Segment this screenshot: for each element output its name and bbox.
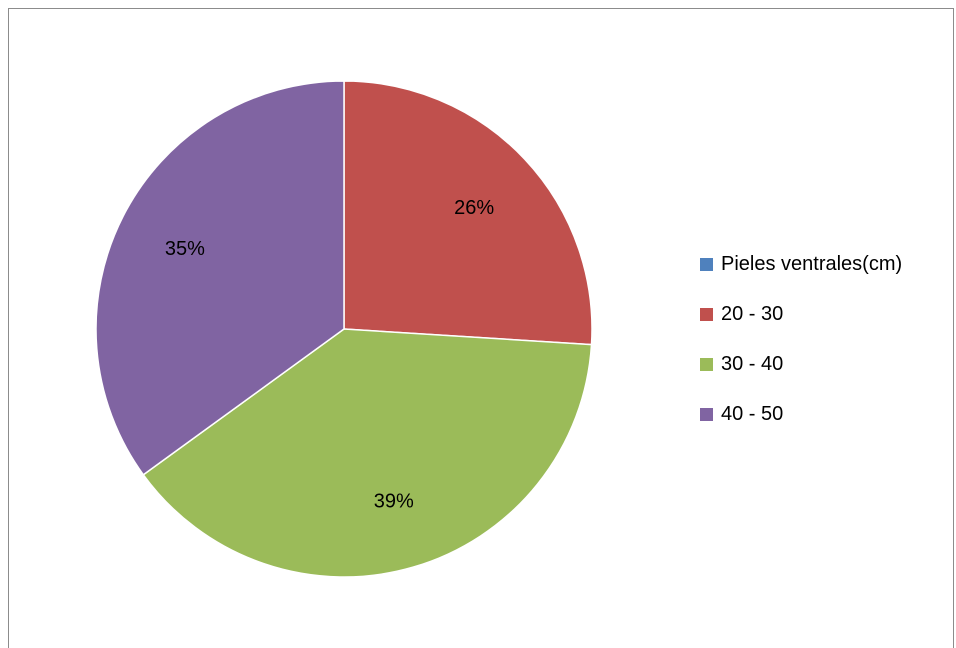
legend-label: Pieles ventrales(cm) [721, 253, 903, 275]
legend-swatch [700, 308, 713, 321]
data-label-30-40: 39% [374, 491, 414, 513]
pie-chart: 26% 39% 35% [95, 80, 593, 578]
pie-slice-20-30 [343, 80, 593, 346]
legend-swatch [700, 408, 713, 421]
legend-swatch [700, 358, 713, 371]
legend-label: 20 - 30 [721, 303, 784, 325]
legend-swatch [700, 258, 713, 271]
legend-label: 30 - 40 [721, 353, 784, 375]
legend-item-20-30: 20 - 30 [700, 302, 902, 327]
legend-item-pieles-ventrales-cm: Pieles ventrales(cm) [700, 252, 902, 277]
legend-item-30-40: 30 - 40 [700, 352, 902, 377]
pie-slice-40-50 [95, 80, 345, 476]
legend: Pieles ventrales(cm) 20 - 30 30 - 40 40 - 5… [700, 252, 902, 452]
legend-item-40-50: 40 - 50 [700, 402, 902, 427]
legend-label: 40 - 50 [721, 403, 784, 425]
data-label-20-30: 26% [454, 197, 494, 219]
data-label-40-50: 35% [165, 238, 205, 260]
pie-slice-30-40 [142, 328, 593, 578]
chart-area: 26% 39% 35% Pieles ventrales(cm) 20 - 30 30 … [8, 8, 954, 648]
